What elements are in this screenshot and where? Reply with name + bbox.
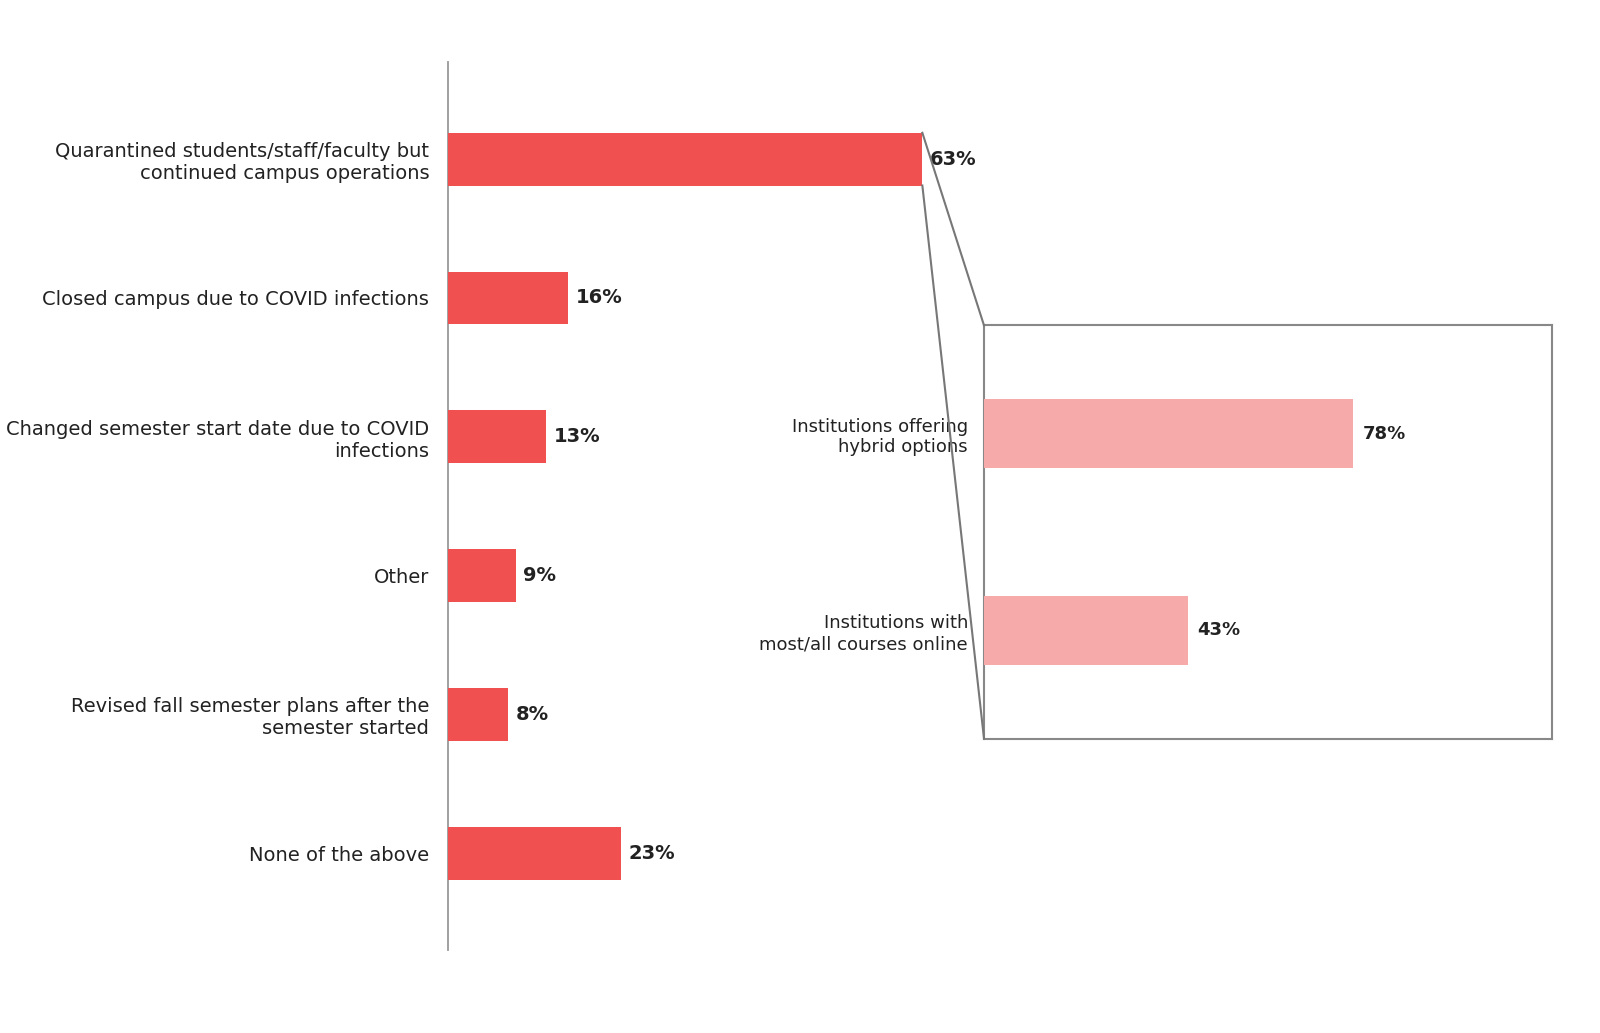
Text: 43%: 43% [1197,622,1240,639]
Text: 13%: 13% [554,428,600,446]
Text: 16%: 16% [576,288,622,308]
Bar [984,596,1187,665]
Bar [448,410,546,463]
Bar [448,826,621,879]
Bar [448,688,509,741]
Text: 23%: 23% [629,844,675,863]
Bar [448,550,515,602]
Text: 8%: 8% [515,705,549,724]
Text: 9%: 9% [523,566,557,585]
Bar [448,272,568,324]
Bar [448,133,922,186]
Text: 78%: 78% [1363,425,1406,442]
Bar [984,399,1354,468]
Text: 63%: 63% [930,150,976,168]
